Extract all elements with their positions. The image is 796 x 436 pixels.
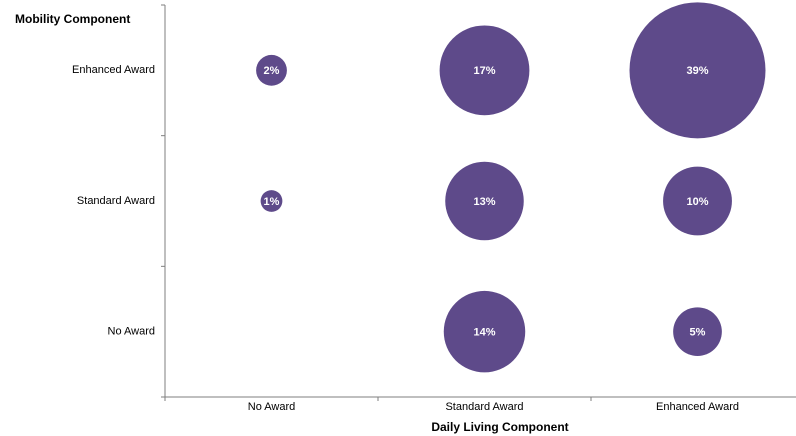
x-axis-label: Daily Living Component [431,420,568,434]
bubble [629,2,766,139]
bubble [445,161,524,241]
bubble [439,25,530,116]
bubble-label: 10% [686,196,708,208]
x-tick-label: Standard Award [445,401,523,413]
y-tick-label: Enhanced Award [72,64,155,76]
bubble-label: 39% [686,65,708,77]
bubble-label: 2% [264,65,280,77]
bubble [256,54,287,86]
bubble-label: 1% [264,196,280,208]
y-axis-label: Mobility Component [15,12,130,26]
y-tick-label: Standard Award [77,195,155,207]
x-tick-label: Enhanced Award [656,401,739,413]
bubble-label: 14% [473,327,495,339]
bubble-label: 17% [473,65,495,77]
bubble [260,190,283,212]
bubble-label: 5% [690,327,706,339]
bubble-label: 13% [473,196,495,208]
bubble [443,290,526,373]
x-tick-label: No Award [248,401,296,413]
bubble [663,166,732,236]
y-tick-label: No Award [108,326,156,338]
bubble [673,307,722,357]
